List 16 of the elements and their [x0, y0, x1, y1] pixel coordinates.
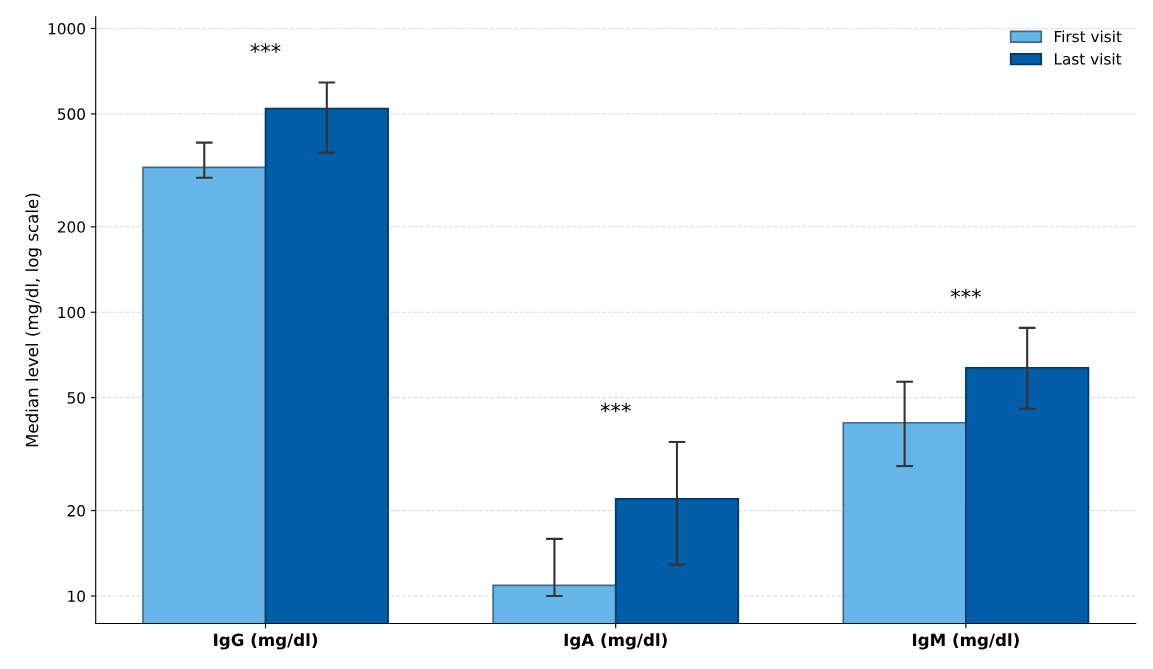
- y-axis-title: Median level (mg/dl, log scale): [25, 193, 42, 447]
- y-tick-label: 200: [57, 221, 85, 233]
- y-tick-label: 10: [68, 590, 85, 603]
- x-tick-label: IgA (mg/dl): [564, 633, 667, 650]
- legend-label: Last visit: [1054, 52, 1122, 65]
- annotation: ***: [600, 402, 631, 413]
- x-tick-label: IgM (mg/dl): [913, 633, 1019, 650]
- legend-label: First visit: [1054, 30, 1122, 43]
- annotation: ***: [950, 288, 981, 299]
- y-tick-label: 50: [67, 392, 85, 404]
- y-tick-label: 1000: [48, 22, 85, 35]
- x-tick-label: IgG (mg/dl): [214, 633, 318, 650]
- y-tick-label: 500: [57, 108, 85, 120]
- y-tick-label: 20: [67, 505, 85, 517]
- annotation: ***: [250, 43, 281, 53]
- y-tick-label: 100: [58, 306, 85, 319]
